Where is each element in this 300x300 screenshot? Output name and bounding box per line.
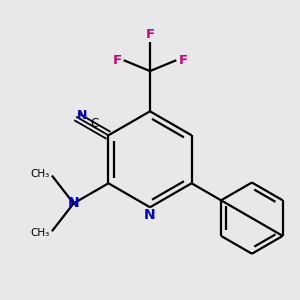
Text: F: F — [112, 54, 122, 67]
Text: F: F — [178, 54, 188, 67]
Text: N: N — [68, 196, 80, 210]
Text: C: C — [91, 117, 99, 130]
Text: N: N — [77, 109, 87, 122]
Text: F: F — [146, 28, 154, 41]
Text: CH₃: CH₃ — [30, 228, 50, 238]
Text: CH₃: CH₃ — [30, 169, 50, 179]
Text: N: N — [144, 208, 156, 222]
